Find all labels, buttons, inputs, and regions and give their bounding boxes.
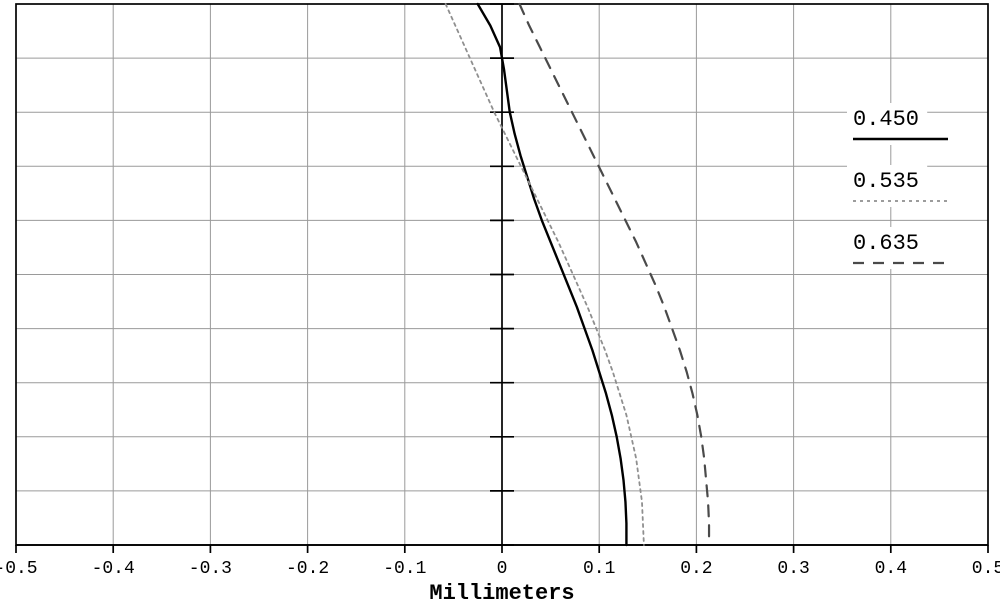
- legend-label-0: 0.450: [853, 107, 919, 132]
- x-tick-label: 0.1: [583, 559, 615, 579]
- legend-label-1: 0.535: [853, 169, 919, 194]
- x-tick-label: -0.3: [189, 559, 232, 579]
- x-tick-label: 0: [497, 559, 508, 579]
- x-tick-label: 0.3: [777, 559, 809, 579]
- x-tick-label: 0.4: [875, 559, 907, 579]
- x-tick-label: 0.2: [680, 559, 712, 579]
- chart-container: { "chart": { "type": "line", "background…: [0, 0, 1000, 612]
- x-tick-label: -0.5: [0, 559, 38, 579]
- x-tick-label: 0.5: [972, 559, 1000, 579]
- x-tick-label: -0.1: [383, 559, 426, 579]
- x-tick-label: -0.2: [286, 559, 329, 579]
- legend-label-2: 0.635: [853, 231, 919, 256]
- x-tick-label: -0.4: [92, 559, 135, 579]
- x-axis-label: Millimeters: [429, 581, 574, 606]
- line-chart: -0.5 -0.4 -0.3 -0.2 -0.1 0 0.1 0.2 0.3 0.4 0.5 Mill…: [0, 0, 1000, 612]
- chart-bg: [0, 0, 1000, 612]
